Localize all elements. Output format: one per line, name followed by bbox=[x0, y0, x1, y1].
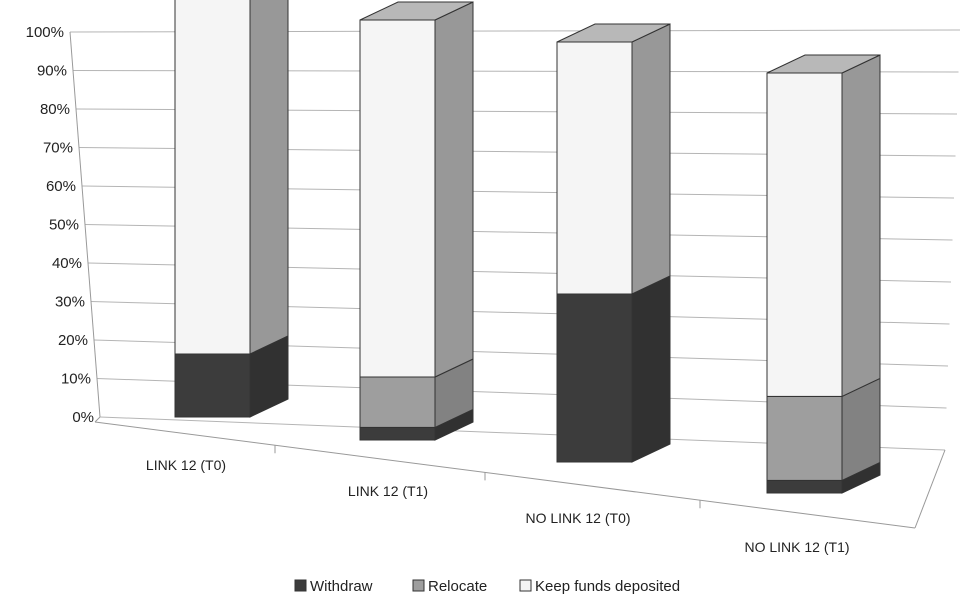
category-label: NO LINK 12 (T0) bbox=[525, 510, 630, 526]
bar-top bbox=[359, 1, 474, 21]
y-tick-label: 70% bbox=[43, 140, 73, 157]
floor-edge bbox=[94, 416, 101, 423]
y-tick-label: 30% bbox=[55, 294, 85, 311]
bar-segment bbox=[766, 395, 843, 481]
legend-label: Relocate bbox=[428, 578, 487, 595]
legend-swatch bbox=[412, 579, 425, 592]
bars bbox=[174, 0, 881, 494]
bar-segment-side bbox=[841, 54, 881, 398]
y-tick-label: 10% bbox=[61, 371, 91, 388]
bar-segment bbox=[174, 353, 251, 418]
legend-label: Keep funds deposited bbox=[535, 578, 680, 595]
floor-front-edge bbox=[94, 421, 916, 529]
bar-stack bbox=[766, 54, 881, 494]
y-axis-tick-labels: 0% 10% 20% 30% 40% 50% 60% 70% 80% 90% 100% bbox=[26, 24, 94, 426]
bar-segment-side bbox=[249, 0, 289, 355]
bar-segment bbox=[359, 426, 436, 441]
category-labels: LINK 12 (T0) LINK 12 (T1) NO LINK 12 (T0) N… bbox=[146, 457, 850, 555]
legend-swatch bbox=[294, 579, 307, 592]
y-tick-label: 100% bbox=[26, 24, 64, 41]
bar-segment-side bbox=[631, 275, 671, 463]
y-tick-label: 40% bbox=[52, 255, 82, 272]
bar-stack bbox=[556, 23, 671, 463]
bar-stack bbox=[174, 0, 289, 418]
y-tick-label: 90% bbox=[37, 63, 67, 80]
legend-label: Withdraw bbox=[310, 578, 373, 595]
bar-segment-side bbox=[434, 1, 474, 378]
y-tick-label: 80% bbox=[40, 101, 70, 118]
floor-side-edge bbox=[914, 449, 946, 529]
bar-segment bbox=[766, 479, 843, 494]
bar-segment bbox=[359, 376, 436, 428]
bar-segment bbox=[556, 41, 633, 295]
bar-segment bbox=[174, 0, 251, 355]
bar-segment bbox=[556, 293, 633, 463]
y-tick-label: 20% bbox=[58, 332, 88, 349]
bar-segment bbox=[359, 19, 436, 378]
category-label: LINK 12 (T1) bbox=[348, 483, 428, 499]
bar-top bbox=[766, 54, 881, 74]
bar-top bbox=[556, 23, 671, 43]
back-wall-edge bbox=[69, 31, 101, 418]
category-label: NO LINK 12 (T1) bbox=[744, 539, 849, 555]
legend: Withdraw Relocate Keep funds deposited bbox=[294, 578, 680, 595]
bar-segment-side bbox=[631, 23, 671, 295]
y-tick-label: 60% bbox=[46, 178, 76, 195]
category-label: LINK 12 (T0) bbox=[146, 457, 226, 473]
bar-segment bbox=[766, 72, 843, 397]
y-tick-label: 0% bbox=[72, 409, 94, 426]
bar-stack bbox=[359, 1, 474, 441]
legend-swatch bbox=[519, 579, 532, 592]
y-tick-label: 50% bbox=[49, 217, 79, 234]
